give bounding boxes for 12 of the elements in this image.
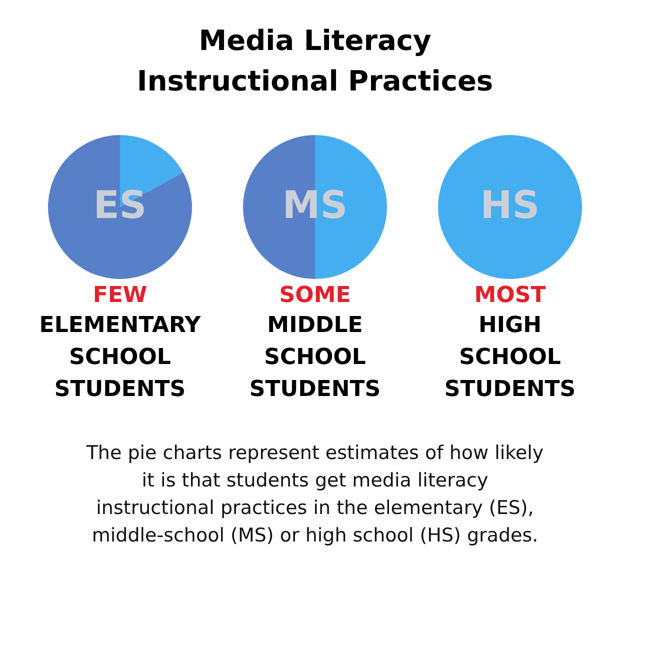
text: ELEMENTARY SCHOOL STUDENTS [39, 313, 202, 402]
text: MOST [474, 283, 546, 308]
text: Media Literacy Instructional Practices [136, 24, 494, 98]
text: SOME [279, 283, 351, 308]
text: MIDDLE SCHOOL STUDENTS [249, 313, 381, 402]
text: HS [480, 183, 540, 227]
text: MS [282, 183, 348, 227]
text: HIGH SCHOOL STUDENTS [444, 313, 576, 402]
text: FEW [92, 283, 148, 308]
text: The pie charts represent estimates of how likely it is that students get media literacy instructional practices in the elementary (ES), middle-school (MS) or high school (HS) grades. [85, 442, 544, 547]
text: ES [93, 183, 147, 227]
pie-slice [48, 135, 192, 279]
